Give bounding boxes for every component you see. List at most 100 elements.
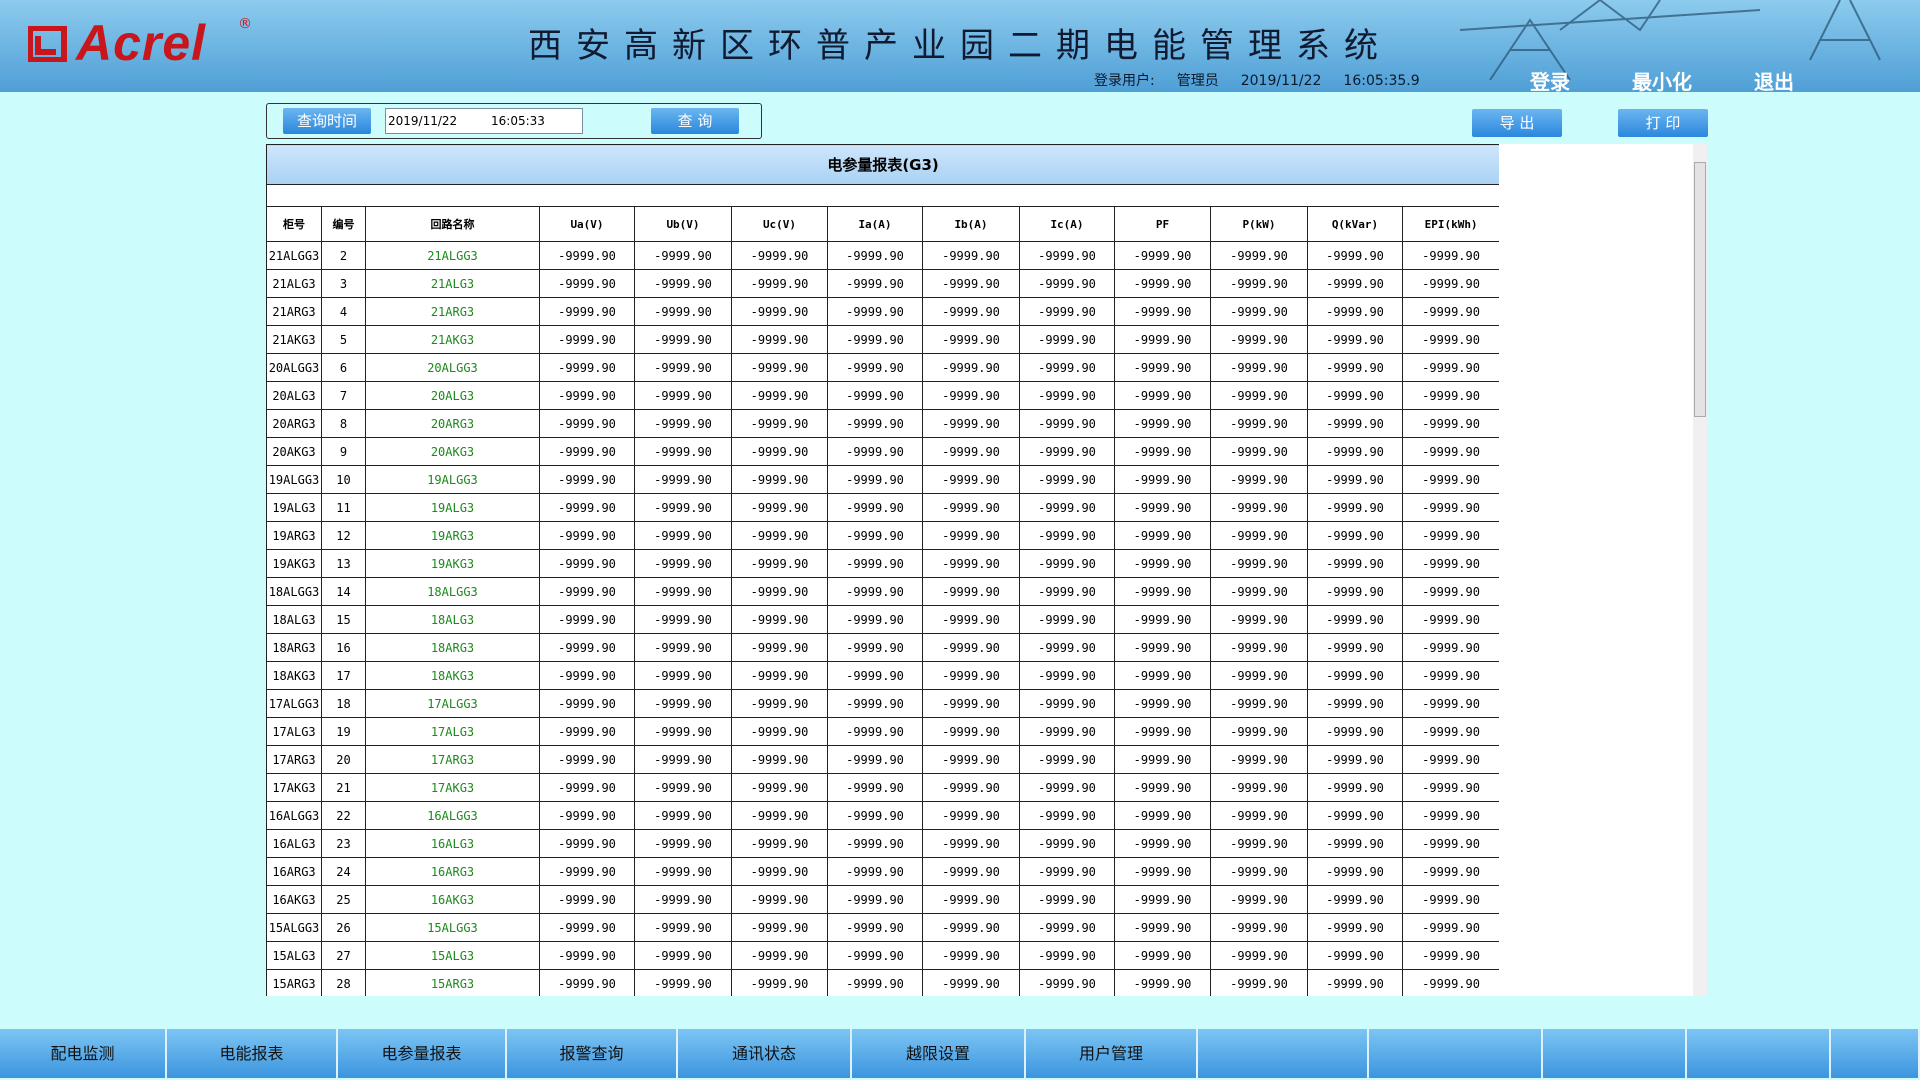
- table-cell: -9999.90: [922, 717, 1020, 746]
- table-cell: 21ALGG3: [365, 241, 540, 270]
- table-cell: -9999.90: [731, 549, 828, 578]
- nav-tab[interactable]: 电能报表: [167, 1029, 338, 1078]
- header-row: 柜号 编号 回路名称 Ua(V) Ub(V) Uc(V) Ia(A) Ib(A) Ic(A) PF…: [266, 206, 1499, 242]
- table-cell: -9999.90: [1114, 297, 1211, 326]
- table-cell: -9999.90: [1114, 941, 1211, 970]
- table-cell: 21ALG3: [365, 269, 540, 298]
- table-cell: -9999.90: [539, 885, 635, 914]
- table-cell: -9999.90: [731, 241, 828, 270]
- column-header: Ia(A): [827, 206, 923, 242]
- table-cell: -9999.90: [1307, 745, 1403, 774]
- table-cell: -9999.90: [731, 801, 828, 830]
- table-cell: -9999.90: [922, 353, 1020, 382]
- table-cell: 12: [321, 521, 366, 550]
- nav-tab: [1831, 1029, 1920, 1078]
- export-button[interactable]: 导 出: [1472, 109, 1562, 137]
- table-cell: 17ARG3: [365, 745, 540, 774]
- table-cell: -9999.90: [731, 773, 828, 802]
- table-cell: -9999.90: [1114, 829, 1211, 858]
- table-cell: 28: [321, 969, 366, 996]
- table-cell: -9999.90: [827, 409, 923, 438]
- table-cell: -9999.90: [1019, 689, 1115, 718]
- table-cell: -9999.90: [827, 605, 923, 634]
- system-title: 西安高新区环普产业园二期电能管理系统: [528, 26, 1392, 66]
- nav-tab[interactable]: 用户管理: [1026, 1029, 1198, 1078]
- table-cell: -9999.90: [1210, 857, 1308, 886]
- table-cell: -9999.90: [922, 521, 1020, 550]
- nav-tab[interactable]: 配电监测: [0, 1029, 167, 1078]
- table-cell: -9999.90: [922, 885, 1020, 914]
- table-cell: -9999.90: [634, 605, 732, 634]
- table-body: 21ALGG3 2 21ALGG3 -9999.90 -9999.90 -9999.90-…: [266, 241, 1499, 996]
- table-cell: -9999.90: [634, 661, 732, 690]
- table-cell: -9999.90: [1114, 745, 1211, 774]
- table-cell: -9999.90: [1401, 465, 1499, 494]
- table-cell: -9999.90: [539, 353, 635, 382]
- time: 16:05:35.9: [1343, 73, 1420, 89]
- nav-tab[interactable]: 越限设置: [852, 1029, 1026, 1078]
- table-cell: 19ALGG3: [365, 465, 540, 494]
- exit-button[interactable]: 退出: [1754, 70, 1794, 94]
- user-info: 登录用户: 管理员 2019/11/22 16:05:35.9: [1094, 70, 1442, 90]
- table-cell: -9999.90: [634, 381, 732, 410]
- table-cell: -9999.90: [539, 241, 635, 270]
- column-header: PF: [1114, 206, 1211, 242]
- table-cell: -9999.90: [922, 689, 1020, 718]
- table-cell: -9999.90: [1401, 661, 1499, 690]
- table-cell: -9999.90: [1210, 297, 1308, 326]
- table-cell: -9999.90: [634, 745, 732, 774]
- table-cell: -9999.90: [1114, 325, 1211, 354]
- table-row: 15ALGG3 26 15ALGG3 -9999.90 -9999.90 -9999.90…: [266, 913, 1499, 942]
- table-cell: -9999.90: [1401, 941, 1499, 970]
- table-cell: -9999.90: [922, 661, 1020, 690]
- table-cell: -9999.90: [1401, 549, 1499, 578]
- table-row: 17ALG3 19 17ALG3 -9999.90 -9999.90 -9999.90 -9…: [266, 717, 1499, 746]
- table-cell: -9999.90: [539, 437, 635, 466]
- table-cell: -9999.90: [634, 437, 732, 466]
- table-cell: -9999.90: [1307, 549, 1403, 578]
- column-header: Ua(V): [539, 206, 635, 242]
- table-cell: -9999.90: [1019, 717, 1115, 746]
- table-cell: -9999.90: [634, 689, 732, 718]
- table-row: 16ALGG3 22 16ALGG3 -9999.90 -9999.90 -9999.90…: [266, 801, 1499, 830]
- table-cell: -9999.90: [1210, 381, 1308, 410]
- table-cell: -9999.90: [731, 381, 828, 410]
- table-row: 20ALG3 7 20ALG3 -9999.90 -9999.90 -9999.90 -99…: [266, 381, 1499, 410]
- table-cell: -9999.90: [1019, 941, 1115, 970]
- table-cell: -9999.90: [1307, 913, 1403, 942]
- table-cell: -9999.90: [827, 885, 923, 914]
- table-cell: -9999.90: [922, 297, 1020, 326]
- table-row: 21ALG3 3 21ALG3 -9999.90 -9999.90 -9999.90 -99…: [266, 269, 1499, 298]
- table-row: 20ALGG3 6 20ALGG3 -9999.90 -9999.90 -9999.90-…: [266, 353, 1499, 382]
- table-cell: -9999.90: [539, 745, 635, 774]
- side-area: [1499, 144, 1693, 996]
- minimize-button[interactable]: 最小化: [1632, 70, 1692, 94]
- table-cell: -9999.90: [922, 493, 1020, 522]
- print-button[interactable]: 打 印: [1618, 109, 1708, 137]
- table-cell: -9999.90: [1307, 409, 1403, 438]
- table-cell: -9999.90: [827, 745, 923, 774]
- table-cell: -9999.90: [827, 857, 923, 886]
- scroll-thumb[interactable]: [1694, 162, 1706, 417]
- table-cell: 21ARG3: [365, 297, 540, 326]
- table-cell: -9999.90: [922, 969, 1020, 996]
- table-cell: -9999.90: [827, 633, 923, 662]
- table-cell: -9999.90: [1019, 773, 1115, 802]
- table-row: 19ALGG3 10 19ALGG3 -9999.90 -9999.90 -9999.90…: [266, 465, 1499, 494]
- table-cell: -9999.90: [827, 521, 923, 550]
- date-time-input[interactable]: 2019/11/22 16:05:33: [385, 108, 583, 134]
- nav-tab[interactable]: 通讯状态: [678, 1029, 852, 1078]
- table-cell: -9999.90: [922, 829, 1020, 858]
- nav-tab[interactable]: 电参量报表: [338, 1029, 507, 1078]
- nav-tab[interactable]: 报警查询: [507, 1029, 678, 1078]
- table-cell: -9999.90: [1114, 689, 1211, 718]
- table-cell: -9999.90: [827, 437, 923, 466]
- query-button[interactable]: 查 询: [651, 108, 739, 134]
- table-row: 17ALGG3 18 17ALGG3 -9999.90 -9999.90 -9999.90…: [266, 689, 1499, 718]
- table-row: 19ARG3 12 19ARG3 -9999.90 -9999.90 -9999.90 -9…: [266, 521, 1499, 550]
- table-cell: -9999.90: [731, 269, 828, 298]
- table-cell: -9999.90: [634, 857, 732, 886]
- table-cell: 9: [321, 437, 366, 466]
- table-cell: -9999.90: [1114, 661, 1211, 690]
- login-button[interactable]: 登录: [1530, 70, 1570, 94]
